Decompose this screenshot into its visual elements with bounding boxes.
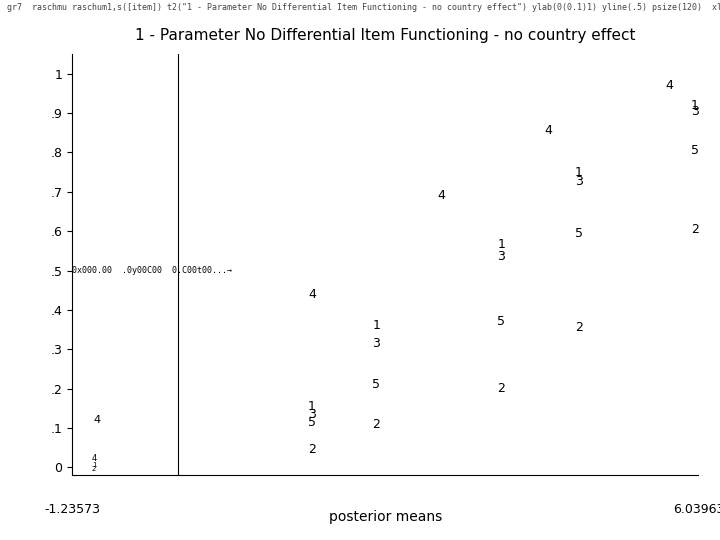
- Text: gr7  raschmu raschum1,s([item]) t2("1 - Parameter No Differential Item Functioni: gr7 raschmu raschum1,s([item]) t2("1 - P…: [7, 3, 720, 12]
- Title: 1 - Parameter No Differential Item Functioning - no country effect: 1 - Parameter No Differential Item Funct…: [135, 28, 636, 43]
- Text: 4: 4: [665, 79, 673, 92]
- Text: 1: 1: [575, 166, 582, 179]
- Text: 3: 3: [372, 337, 380, 350]
- Text: 2: 2: [372, 417, 380, 430]
- Text: 1: 1: [308, 400, 316, 413]
- Text: 4: 4: [308, 288, 316, 301]
- Text: 6.03963: 6.03963: [672, 503, 720, 516]
- Text: 5: 5: [498, 315, 505, 328]
- Text: 2: 2: [575, 321, 582, 334]
- Text: 3: 3: [308, 408, 316, 421]
- Text: 1: 1: [91, 462, 96, 468]
- Text: 0x000.00  .0y00C00  0.C00t00...→: 0x000.00 .0y00C00 0.C00t00...→: [73, 266, 233, 275]
- Text: 1: 1: [498, 239, 505, 252]
- Text: 2: 2: [308, 443, 316, 456]
- Text: 4: 4: [93, 415, 100, 425]
- Text: 2: 2: [691, 222, 699, 235]
- Text: 2: 2: [498, 382, 505, 395]
- Text: 4: 4: [91, 454, 96, 463]
- Text: 1: 1: [691, 99, 699, 112]
- Text: 5: 5: [372, 378, 380, 391]
- Text: 5: 5: [691, 144, 699, 157]
- Text: -1.23573: -1.23573: [44, 503, 100, 516]
- Text: 4: 4: [545, 124, 552, 137]
- Text: 5: 5: [575, 227, 582, 240]
- Text: 1: 1: [372, 319, 380, 332]
- Text: 3: 3: [575, 176, 582, 188]
- Text: 2: 2: [92, 465, 96, 471]
- Text: 3: 3: [498, 250, 505, 263]
- X-axis label: posterior means: posterior means: [328, 510, 442, 524]
- Text: 4: 4: [437, 189, 445, 202]
- Text: 3: 3: [691, 105, 699, 118]
- Text: 5: 5: [308, 416, 316, 429]
